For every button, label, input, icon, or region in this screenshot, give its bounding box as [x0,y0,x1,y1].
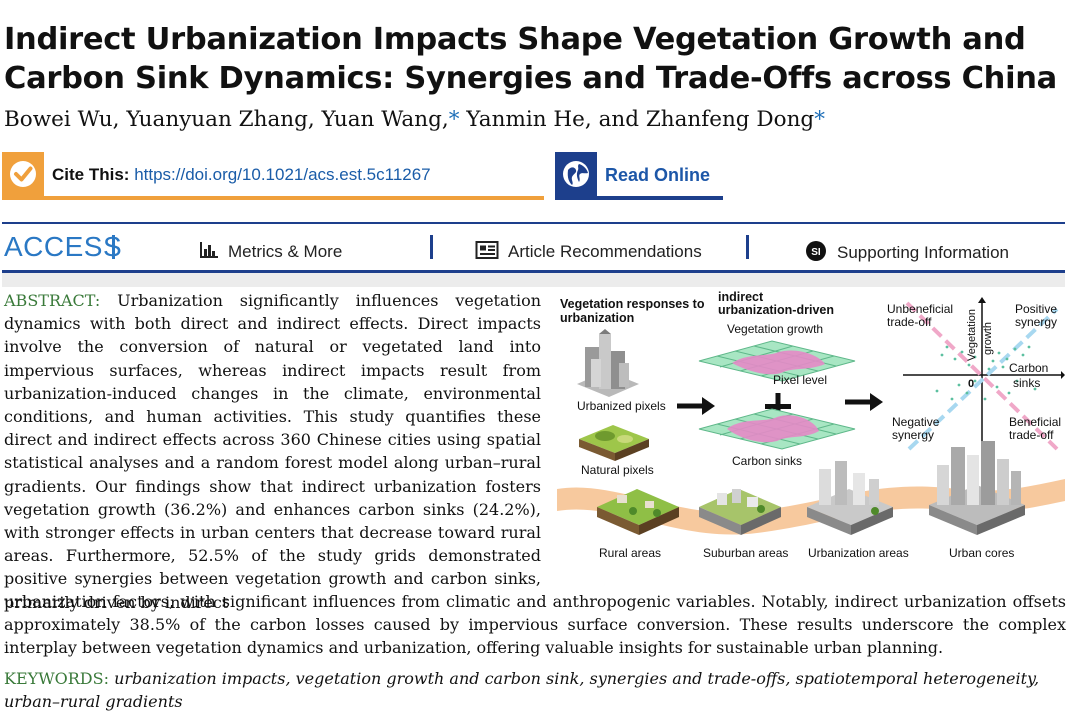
article-title: Indirect Urbanization Impacts Shape Vege… [4,22,1057,96]
read-online-label[interactable]: Read Online [605,165,711,185]
toc-natural-pixels: Natural pixels [581,463,654,477]
arrow-1-head [702,397,715,415]
abstract-body-1: Urbanization significantly influences ve… [4,291,541,612]
abstract-continued: urbanization factors, with significant i… [4,592,1066,658]
section-band [2,273,1065,287]
nav-divider [746,235,749,259]
toc-axis-vegetation: Vegetation [966,309,978,361]
supporting-information-link[interactable]: SI Supporting Information [805,240,1009,263]
toc-carbon-sinks: Carbon sinks [732,454,802,468]
read-online-box[interactable]: Read Online [555,152,723,200]
toc-axis-sinks: sinks [1013,376,1040,390]
toc-positive-2: synergy [1015,315,1057,329]
urbanization-tile [807,461,893,535]
plus-v [775,393,781,420]
nav-bottom-rule [2,270,1065,273]
authors-part-1[interactable]: Bowei Wu, Yuanyuan Zhang, Yuan Wang, [4,107,449,132]
metrics-label[interactable]: Metrics & More [228,242,343,261]
toc-unbeneficial-1: Unbeneficial [887,302,953,316]
corresponding-author-mark-2[interactable]: * [814,107,825,132]
checkmark-icon [2,152,44,196]
svg-text:SI: SI [811,247,821,258]
carbon-sinks-grid [698,408,856,450]
toc-urban-cores: Urban cores [949,546,1014,560]
toc-negative-1: Negative [892,415,940,429]
urbanized-building-cluster [577,329,639,397]
toc-urbanization: Urbanization areas [808,546,909,560]
article-recommendations-link[interactable]: Article Recommendations [475,240,702,262]
author-list: Bowei Wu, Yuanyuan Zhang, Yuan Wang,* Ya… [4,107,825,132]
toc-heading-mid-2: urbanization-driven [718,303,834,317]
toc-beneficial-1: Beneficial [1009,415,1061,429]
toc-negative-2: synergy [892,428,934,442]
globe-icon [555,152,597,196]
rural-tile [597,489,679,535]
corresponding-author-mark[interactable]: * [448,107,460,132]
toc-origin: 0 [968,378,974,390]
recommendations-label[interactable]: Article Recommendations [508,242,702,261]
urban-core-tile [929,441,1025,535]
cite-this-label: Cite This: https://doi.org/10.1021/acs.e… [52,165,431,184]
cite-this-box: Cite This: https://doi.org/10.1021/acs.e… [2,152,544,200]
suburban-tile [699,489,781,535]
toc-suburban: Suburban areas [703,546,788,560]
toc-urbanized-pixels: Urbanized pixels [577,399,666,413]
toc-pixel-level: Pixel level [773,373,827,387]
toc-axis-carbon: Carbon [1009,361,1048,375]
toc-positive-1: Positive [1015,302,1057,316]
nav-divider [430,235,433,259]
access-divider [112,235,115,259]
toc-heading-mid-1: indirect [718,290,764,304]
newspaper-icon [475,241,499,259]
keywords-label: KEYWORDS: [4,669,109,688]
si-icon: SI [806,241,826,261]
toc-graphic: Vegetation responses to urbanization ind… [557,289,1065,561]
vegetation-growth-grid [698,340,856,382]
authors-part-2[interactable]: Yanmin He, and Zhanfeng Dong [459,107,815,132]
toc-vegetation-growth: Vegetation growth [727,322,823,336]
toc-heading-left-1: Vegetation responses to [560,297,705,311]
toc-rural: Rural areas [599,546,661,560]
natural-pixel-tile [579,425,649,461]
keywords: KEYWORDS: urbanization impacts, vegetati… [4,667,1066,713]
toc-unbeneficial-2: trade-off [887,315,932,329]
toc-axis-growth: growth [982,322,994,355]
toc-beneficial-2: trade-off [1009,428,1054,442]
nav-top-rule [2,222,1065,224]
metrics-more-link[interactable]: Metrics & More [198,240,342,262]
abstract-text: ABSTRACT: Urbanization significantly inf… [4,289,541,614]
scatter-dots [935,345,1037,401]
quadrant-plot [903,297,1065,451]
doi-link[interactable]: https://doi.org/10.1021/acs.est.5c11267 [134,165,431,184]
arrow-2-head [870,393,883,411]
supporting-label[interactable]: Supporting Information [837,243,1009,262]
toc-heading-left-2: urbanization [560,311,634,325]
keywords-text: urbanization impacts, vegetation growth … [4,669,1040,711]
bar-chart-icon [200,242,218,258]
access-heading: ACCESS [4,231,123,262]
abstract-label: ABSTRACT: [4,291,101,310]
